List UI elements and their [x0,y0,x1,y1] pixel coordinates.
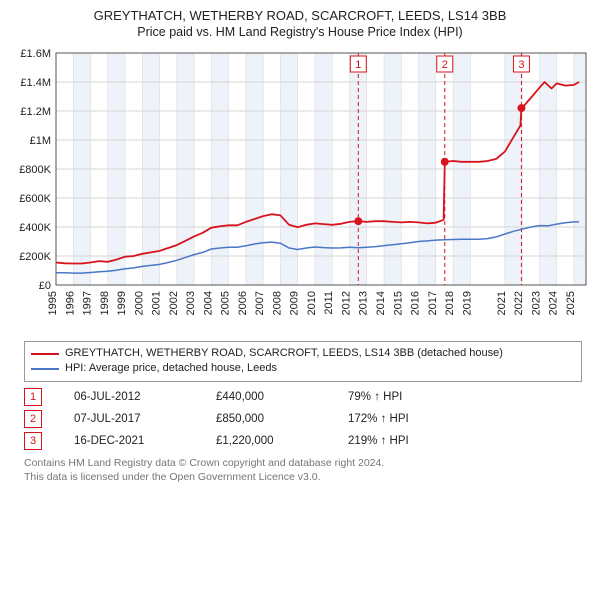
marker-row-price: £440,000 [216,391,316,403]
marker-number: 3 [518,59,524,71]
marker-row-date: 07-JUL-2017 [74,413,184,425]
x-tick-label: 2001 [151,291,163,315]
marker-table: 1 06-JUL-2012 £440,000 79% ↑ HPI 2 07-JUL-201… [24,386,582,452]
legend: GREYTHATCH, WETHERBY ROAD, SCARCROFT, LE… [24,341,582,382]
x-tick-label: 1996 [64,291,76,315]
marker-row-date: 06-JUL-2012 [74,391,184,403]
x-tick-label: 1999 [116,291,128,315]
x-tick-label: 2009 [289,291,301,315]
marker-row-pct: 219% ↑ HPI [348,435,468,447]
legend-row: GREYTHATCH, WETHERBY ROAD, SCARCROFT, LE… [31,346,575,361]
y-tick-label: £1.6M [20,48,51,60]
marker-dot [441,158,449,166]
x-tick-label: 2007 [254,291,266,315]
x-tick-label: 2013 [358,291,370,315]
legend-swatch [31,353,59,355]
chart-area: £0 £200K £400K £600K £800K £1M £1.2M £1.4M £1.6M… [8,45,592,335]
legend-swatch [31,368,59,370]
y-tick-label: £1M [30,135,51,147]
marker-row: 1 06-JUL-2012 £440,000 79% ↑ HPI [24,386,582,408]
x-tick-label: 2017 [427,291,439,315]
x-tick-label: 2023 [530,291,542,315]
x-tick-label: 2019 [461,291,473,315]
y-tick-label: £200K [19,251,51,263]
x-tick-label: 2002 [168,291,180,315]
marker-dot [354,217,362,225]
x-tick-label: 2022 [513,291,525,315]
legend-row: HPI: Average price, detached house, Leed… [31,361,575,376]
marker-row-box: 2 [24,410,42,428]
x-tick-label: 2015 [392,291,404,315]
x-tick-label: 2011 [323,291,335,315]
x-tick-label: 2016 [410,291,422,315]
x-tick-label: 2024 [548,291,560,315]
line-chart: £0 £200K £400K £600K £800K £1M £1.2M £1.4M £1.6M… [8,45,592,335]
marker-row-pct: 79% ↑ HPI [348,391,468,403]
chart-container: GREYTHATCH, WETHERBY ROAD, SCARCROFT, LE… [0,0,600,490]
attribution-line-1: Contains HM Land Registry data © Crown c… [24,456,582,470]
marker-row: 3 16-DEC-2021 £1,220,000 219% ↑ HPI [24,430,582,452]
x-tick-label: 2025 [565,291,577,315]
marker-row-price: £1,220,000 [216,435,316,447]
y-tick-label: £1.4M [20,77,51,89]
x-tick-label: 1995 [47,291,59,315]
title-block: GREYTHATCH, WETHERBY ROAD, SCARCROFT, LE… [8,8,592,39]
x-tick-label: 2008 [271,291,283,315]
marker-row-box: 1 [24,388,42,406]
y-tick-label: £400K [19,222,51,234]
x-tick-label: 2000 [133,291,145,315]
attribution-line-2: This data is licensed under the Open Gov… [24,470,582,484]
x-tick-label: 2018 [444,291,456,315]
x-tick-label: 2012 [340,291,352,315]
marker-row-box: 3 [24,432,42,450]
y-tick-label: £800K [19,164,51,176]
marker-row-pct: 172% ↑ HPI [348,413,468,425]
x-tick-label: 2014 [375,291,387,315]
x-tick-label: 2006 [237,291,249,315]
x-tick-label: 2004 [202,291,214,315]
marker-number: 2 [442,59,448,71]
marker-number: 1 [355,59,361,71]
y-tick-label: £1.2M [20,106,51,118]
legend-label: HPI: Average price, detached house, Leed… [65,361,277,376]
x-tick-label: 2005 [220,291,232,315]
x-tick-label: 1997 [82,291,94,315]
x-tick-label: 1998 [99,291,111,315]
x-tick-label: 2003 [185,291,197,315]
title-line-2: Price paid vs. HM Land Registry's House … [8,25,592,39]
marker-row-price: £850,000 [216,413,316,425]
marker-row: 2 07-JUL-2017 £850,000 172% ↑ HPI [24,408,582,430]
marker-dot [517,104,525,112]
attribution: Contains HM Land Registry data © Crown c… [24,456,582,484]
y-tick-label: £600K [19,193,51,205]
title-line-1: GREYTHATCH, WETHERBY ROAD, SCARCROFT, LE… [8,8,592,23]
y-tick-label: £0 [39,280,51,292]
x-tick-label: 2021 [496,291,508,315]
x-tick-label: 2010 [306,291,318,315]
marker-row-date: 16-DEC-2021 [74,435,184,447]
legend-label: GREYTHATCH, WETHERBY ROAD, SCARCROFT, LE… [65,346,503,361]
